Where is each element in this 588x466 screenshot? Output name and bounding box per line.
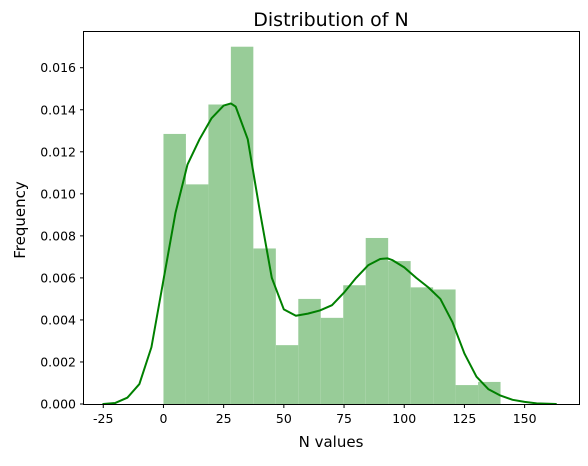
x-tick-label: 150: [513, 411, 537, 426]
plot-frame: [83, 31, 580, 405]
kde-curve: [102, 102, 557, 405]
y-tick-label: 0.010: [40, 186, 76, 201]
histogram-bar-11: [388, 261, 411, 404]
y-tick-label: 0.014: [40, 102, 76, 117]
y-tick-label: 0.012: [40, 144, 76, 159]
kde-curve-layer: [102, 102, 557, 405]
y-tick-label: 0.000: [40, 397, 76, 412]
x-tick-label: 0: [159, 411, 167, 426]
x-tick-label: 50: [276, 411, 292, 426]
x-tick-label: 75: [336, 411, 352, 426]
x-tick-label: 100: [392, 411, 416, 426]
x-tick-label: -25: [93, 411, 113, 426]
y-tick-label: 0.004: [40, 312, 76, 327]
y-tick-label: 0.006: [40, 270, 76, 285]
y-tick-label: 0.002: [40, 354, 76, 369]
y-axis-label: Frequency: [11, 181, 29, 259]
y-axis-ticks: 0.000 0.002 0.004 0.006 0.008 0.010 0.012 0.014…: [40, 60, 84, 412]
x-tick-label: 125: [452, 411, 476, 426]
y-tick-label: 0.008: [40, 228, 76, 243]
histogram-bar-14: [455, 385, 479, 404]
histogram-bar-4: [230, 46, 254, 405]
x-axis-ticks: -25 0 25 50 75 100 125 150: [93, 404, 537, 426]
histogram-bar-2: [185, 184, 209, 404]
histogram-bar-1: [163, 133, 186, 404]
histogram-bar-8: [320, 317, 344, 404]
histogram-bars: [163, 46, 501, 405]
histogram-bar-6: [275, 345, 299, 404]
histogram-bar-15: [478, 381, 501, 404]
chart-title: Distribution of N: [253, 9, 408, 31]
x-tick-label: 25: [216, 411, 232, 426]
histogram-bar-5: [253, 248, 276, 404]
y-tick-label: 0.016: [40, 60, 76, 75]
histogram-bar-9: [343, 285, 366, 404]
x-axis-label: N values: [299, 433, 364, 451]
histogram-bar-3: [208, 104, 231, 404]
histogram-bar-12: [410, 287, 434, 404]
histogram-bar-10: [365, 237, 389, 404]
histogram-bar-7: [298, 298, 321, 404]
